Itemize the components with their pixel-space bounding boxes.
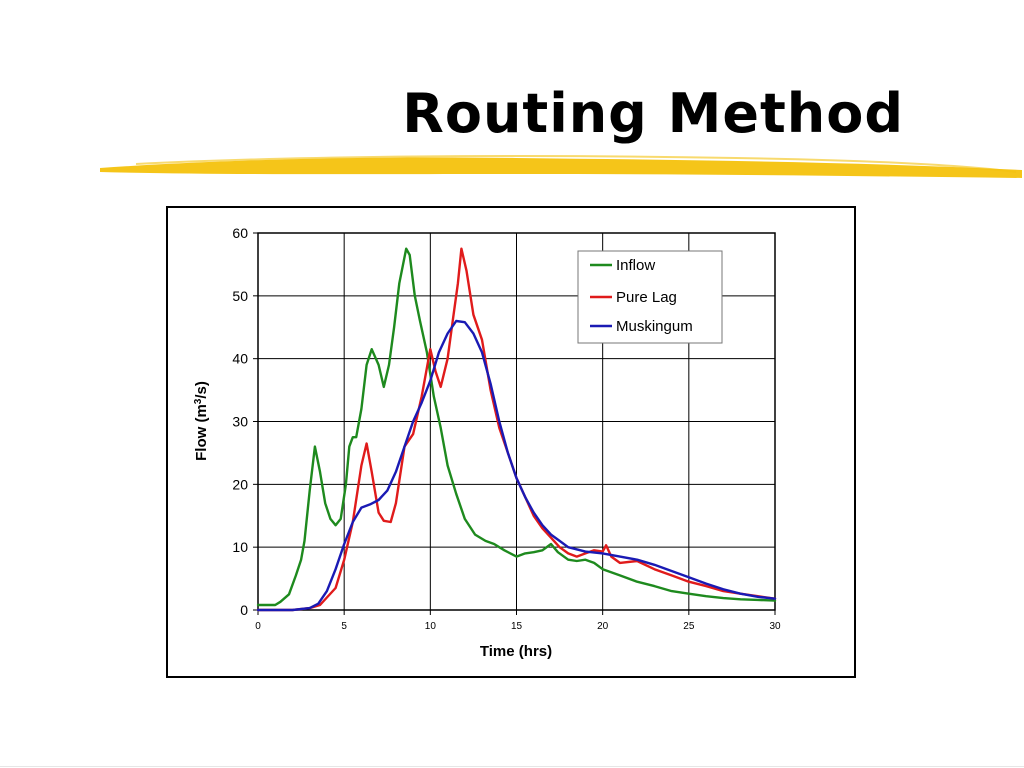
x-tick-label: 5 <box>341 621 347 632</box>
title-underline-brushstroke <box>100 155 1022 178</box>
footer-rule <box>0 766 1024 767</box>
x-tick-label: 20 <box>597 621 609 632</box>
y-tick-label: 10 <box>232 539 248 555</box>
y-axis-label-main: Flow (m <box>193 404 210 461</box>
slide-title: Routing Method <box>402 82 904 145</box>
x-axis-label: Time (hrs) <box>480 643 552 660</box>
legend-label-pure-lag: Pure Lag <box>616 289 677 306</box>
flow-hydrograph-chart: 0 10 20 30 40 50 60 0 5 10 15 20 25 30 Time (hrs) Fl… <box>193 225 781 660</box>
chart-frame: 0 10 20 30 40 50 60 0 5 10 15 20 25 30 Time (hrs) Fl… <box>166 206 856 678</box>
y-tick-label: 60 <box>232 225 248 241</box>
y-axis-label-end: /s) <box>193 381 210 399</box>
legend-label-inflow: Inflow <box>616 257 655 274</box>
y-tick-label: 20 <box>232 476 248 492</box>
legend: Inflow Pure Lag Muskingum <box>577 250 723 344</box>
x-tick-label: 10 <box>425 621 437 632</box>
x-tick-label: 25 <box>683 621 695 632</box>
y-axis: 0 10 20 30 40 50 60 <box>232 225 258 618</box>
legend-label-muskingum: Muskingum <box>616 318 693 335</box>
series-line-inflow <box>256 247 777 607</box>
y-tick-label: 40 <box>232 351 248 367</box>
x-tick-label: 15 <box>511 621 523 632</box>
series-lines <box>256 247 777 612</box>
y-tick-label: 30 <box>232 414 248 430</box>
x-tick-label: 30 <box>769 621 781 632</box>
y-tick-label: 50 <box>232 288 248 304</box>
y-axis-label: Flow (m3/s) <box>193 381 211 461</box>
series-line-muskingum <box>256 319 777 612</box>
y-tick-label: 0 <box>240 602 248 618</box>
y-axis-label-superscript: 3 <box>193 398 204 404</box>
series-line-pure-lag <box>256 247 777 612</box>
x-axis: 0 5 10 15 20 25 30 <box>255 610 781 632</box>
x-tick-label: 0 <box>255 621 261 632</box>
